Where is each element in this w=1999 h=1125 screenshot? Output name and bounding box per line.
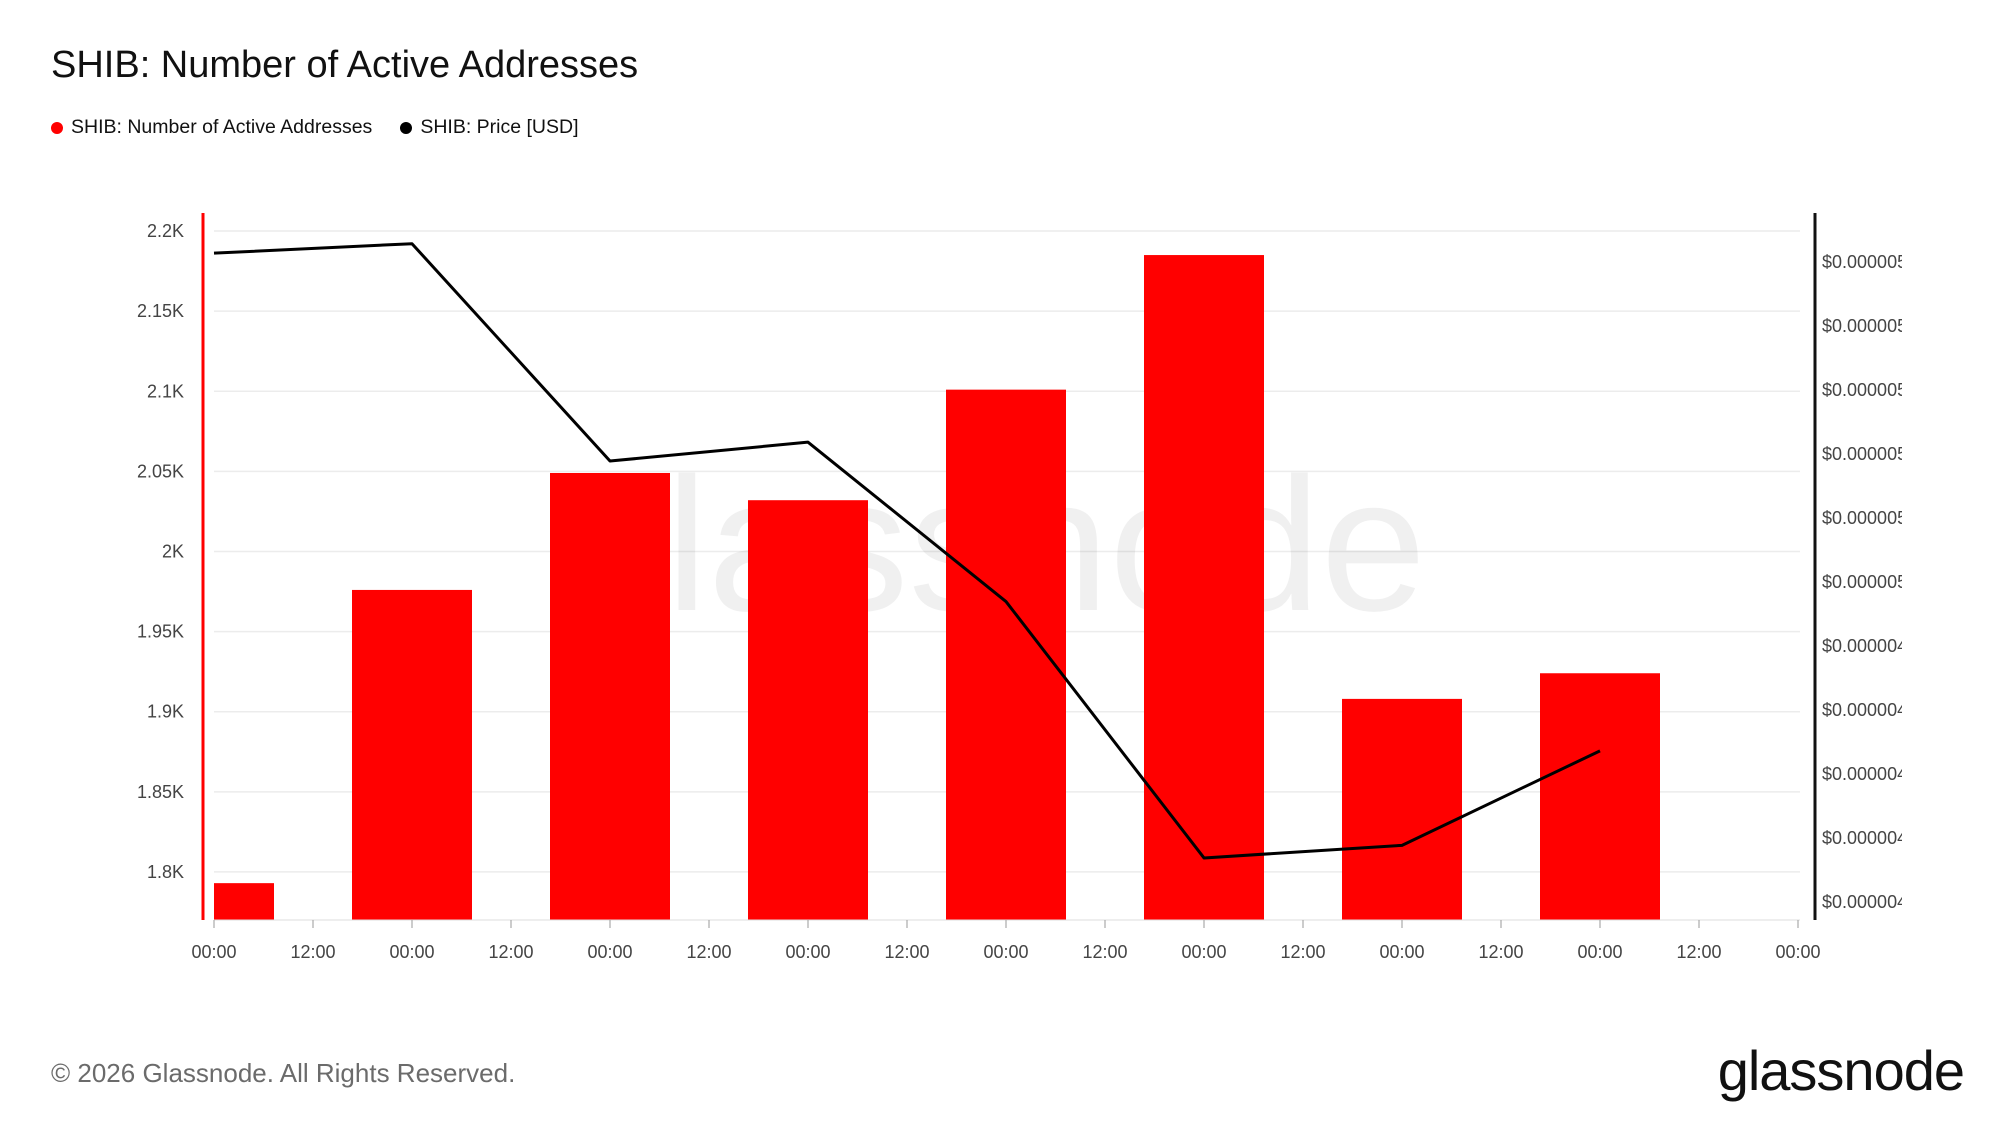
bar-3 — [748, 500, 868, 920]
x-tick-label: 12:00 — [290, 942, 335, 962]
axes — [201, 213, 1817, 921]
y-left-tick-label: 2.05K — [137, 461, 184, 481]
y-right-tick-label: $0.000005 — [1822, 252, 1907, 272]
y-right-tick-label: $0.000004 — [1822, 700, 1907, 720]
x-tick-label: 12:00 — [1478, 942, 1523, 962]
legend-dot-red-icon — [51, 121, 63, 134]
legend: SHIB: Number of Active Addresses SHIB: P… — [51, 116, 579, 139]
legend-item-active-addresses[interactable]: SHIB: Number of Active Addresses — [51, 116, 372, 139]
x-tick-label: 00:00 — [1775, 942, 1820, 962]
y-right-tick-label: $0.000005 — [1822, 572, 1907, 592]
y-right-tick-label: $0.000005 — [1822, 316, 1907, 336]
chart-title: SHIB: Number of Active Addresses — [51, 44, 639, 86]
bar-5 — [1144, 255, 1264, 920]
y-right-tick-label: $0.000005 — [1822, 508, 1907, 528]
x-tick-label: 12:00 — [488, 942, 533, 962]
copyright-footer: © 2026 Glassnode. All Rights Reserved. — [51, 1058, 516, 1088]
y-left-tick-label: 2.1K — [147, 381, 184, 401]
legend-label-active-addresses: SHIB: Number of Active Addresses — [71, 116, 373, 138]
x-tick-label: 00:00 — [191, 942, 236, 962]
x-tick-label: 00:00 — [785, 942, 830, 962]
x-axis-ticks: 00:00 12:00 00:00 12:00 00:00 12:00 00:00 12:00… — [191, 920, 1821, 962]
bar-2 — [550, 472, 670, 920]
y-axis-left-ticks: 1.8K 1.85K 1.9K 1.95K 2K 2.05K 2.1K 2.15K 2.2K — [137, 221, 184, 882]
glassnode-logo[interactable]: glassnode — [1717, 1039, 1965, 1102]
y-right-tick-label: $0.000004 — [1822, 892, 1907, 912]
price-line — [213, 242, 1601, 860]
y-right-tick-label: $0.000004 — [1822, 636, 1907, 656]
x-tick-label: 12:00 — [884, 942, 929, 962]
x-tick-label: 00:00 — [1577, 942, 1622, 962]
x-tick-label: 00:00 — [587, 942, 632, 962]
y-left-tick-label: 2.15K — [137, 301, 184, 321]
bar-0 — [214, 883, 274, 920]
y-left-tick-label: 1.95K — [137, 622, 184, 642]
bar-7 — [1540, 673, 1660, 920]
y-right-tick-label: $0.000005 — [1822, 380, 1907, 400]
y-left-tick-label: 2K — [162, 541, 184, 561]
x-tick-label: 00:00 — [1379, 942, 1424, 962]
chart-area: glassnode 1.8K1.85K1.9K1.95K2K2.05K2.1K2… — [137, 213, 1907, 962]
legend-item-price[interactable]: SHIB: Price [USD] — [400, 116, 579, 139]
x-tick-label: 12:00 — [1676, 942, 1721, 962]
y-right-tick-label: $0.000004 — [1822, 764, 1907, 784]
x-tick-label: 12:00 — [1280, 942, 1325, 962]
y-right-tick-label: $0.000005 — [1822, 444, 1907, 464]
bar-1 — [352, 589, 472, 920]
x-tick-label: 12:00 — [686, 942, 731, 962]
x-tick-label: 12:00 — [1082, 942, 1127, 962]
bar-series — [214, 255, 1660, 921]
y-right-tick-label: $0.000004 — [1822, 828, 1907, 848]
x-tick-label: 00:00 — [389, 942, 434, 962]
legend-dot-black-icon — [400, 121, 413, 134]
y-left-tick-label: 1.9K — [147, 702, 184, 722]
x-tick-label: 00:00 — [983, 942, 1028, 962]
bar-6 — [1342, 698, 1462, 920]
y-left-tick-label: 1.8K — [147, 862, 184, 882]
y-axis-right-ticks: $0.000005 $0.000005 $0.000005 $0.000005 $0.0… — [1822, 252, 1907, 912]
y-left-tick-label: 2.2K — [147, 221, 184, 241]
x-tick-label: 00:00 — [1181, 942, 1226, 962]
legend-label-price: SHIB: Price [USD] — [420, 116, 579, 138]
price-series — [213, 242, 1601, 860]
y-left-tick-label: 1.85K — [137, 782, 184, 802]
